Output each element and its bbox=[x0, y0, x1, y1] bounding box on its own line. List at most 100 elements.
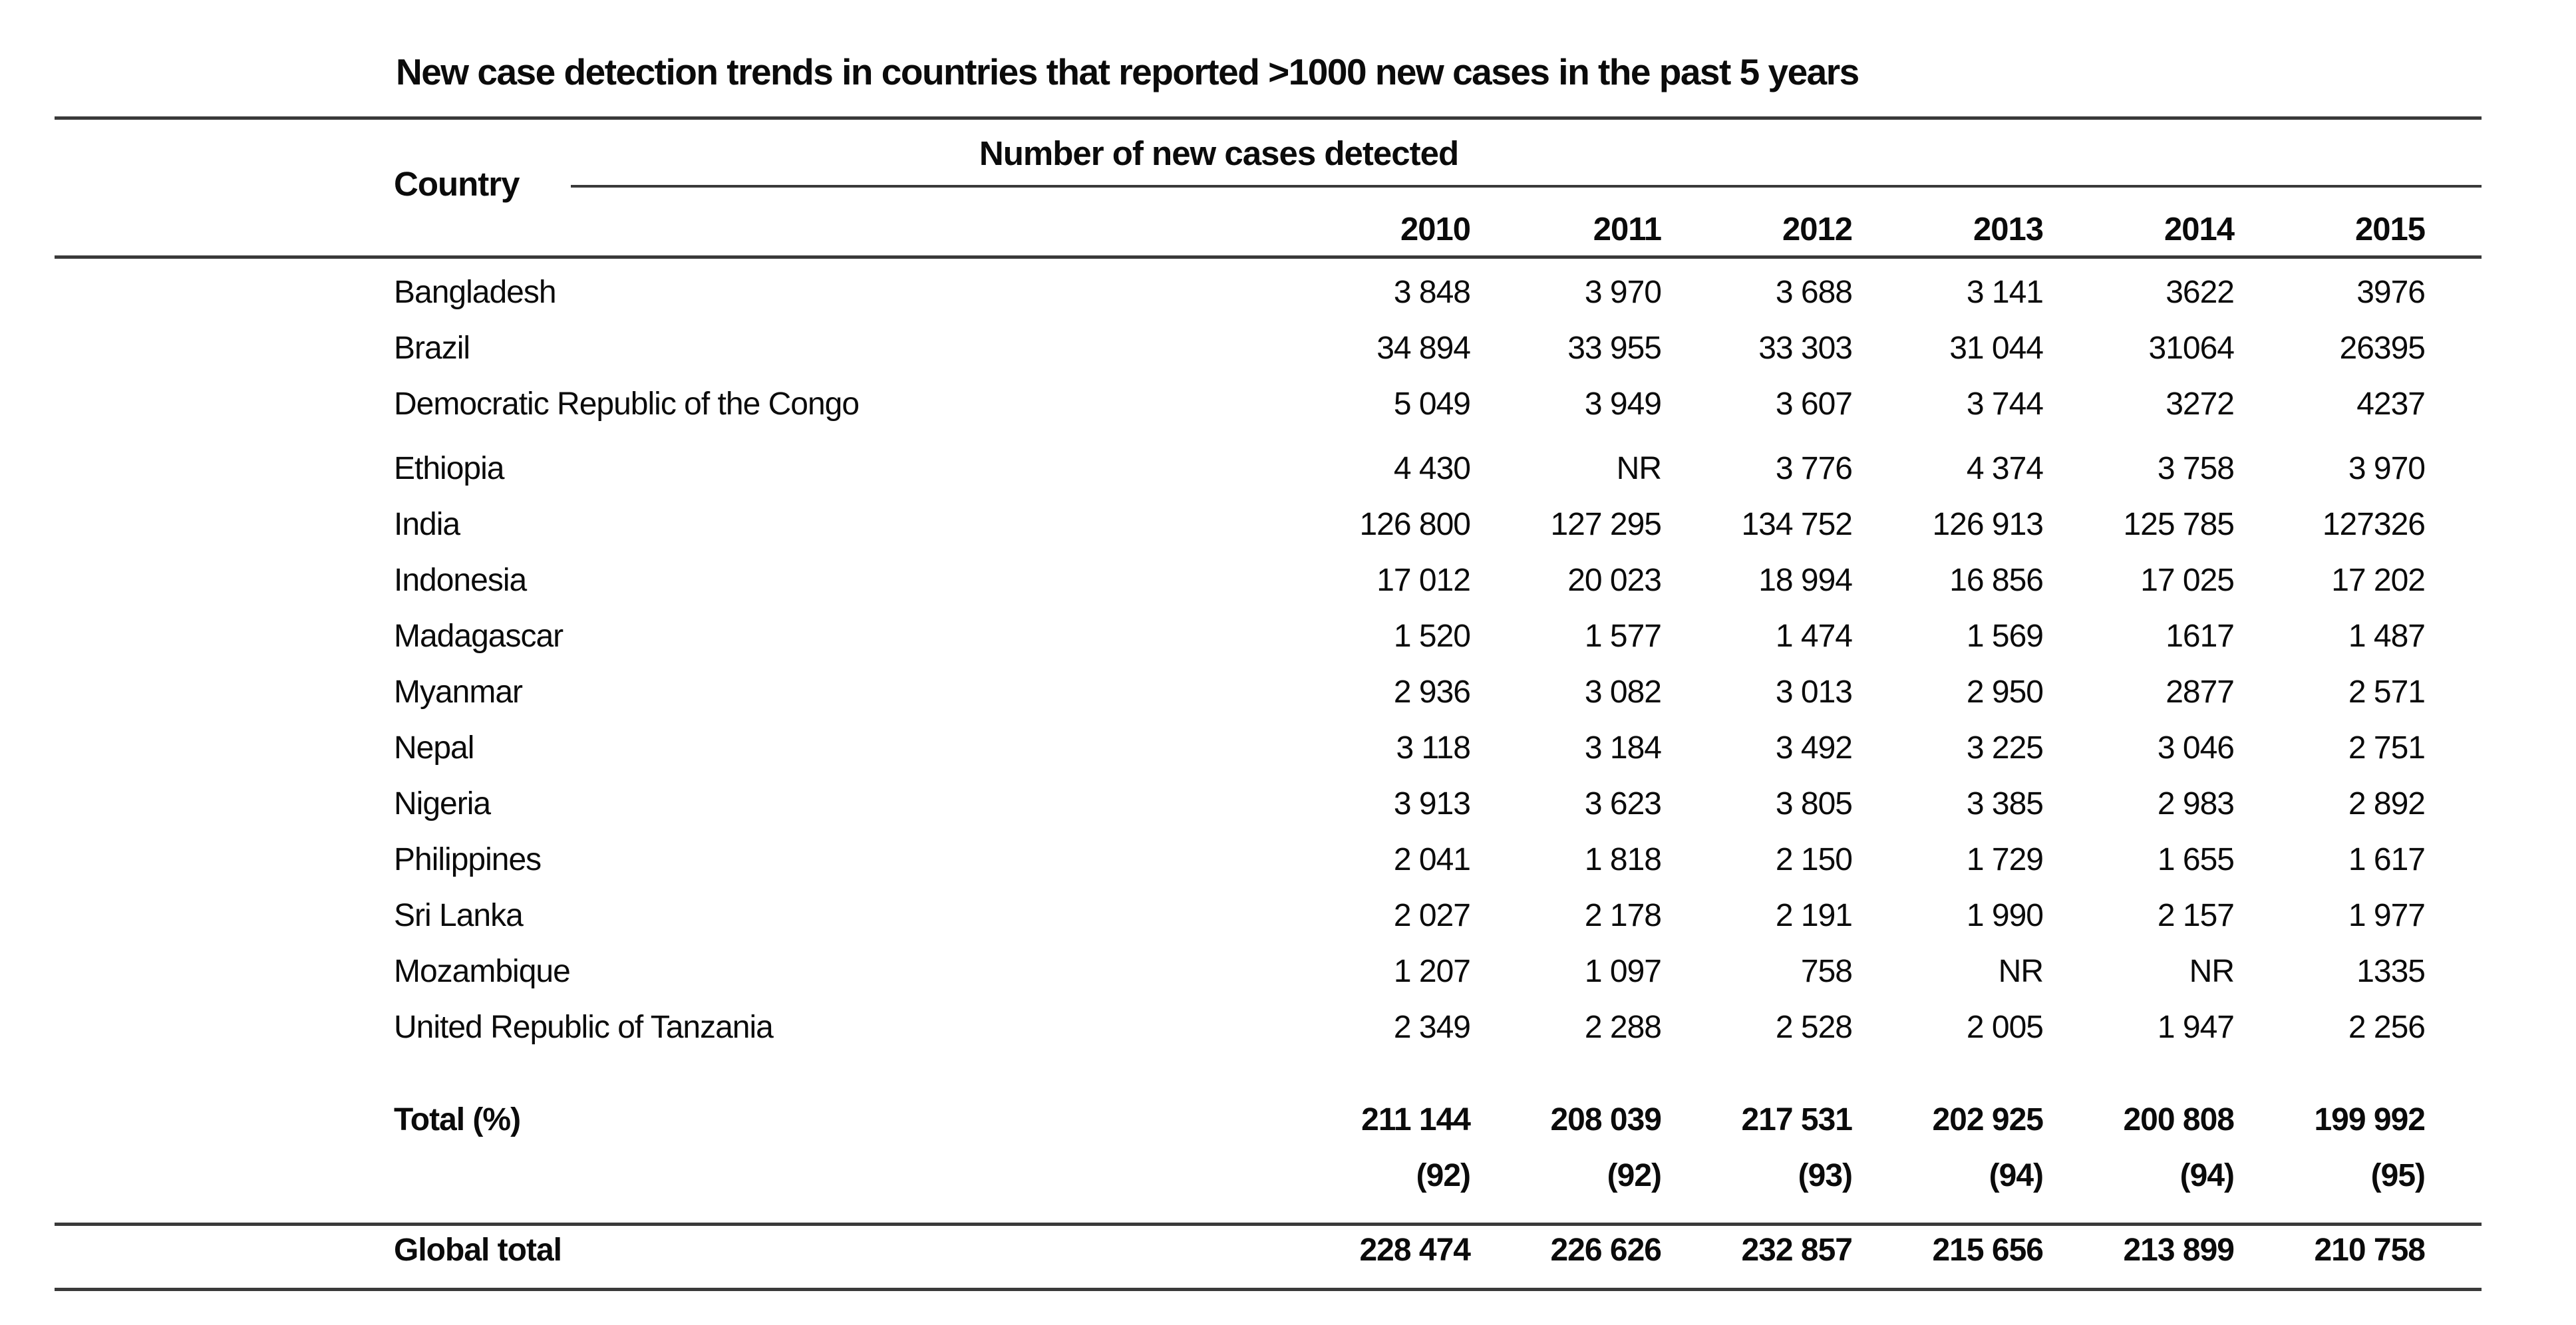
year-header-cell: 2012 bbox=[1782, 212, 1853, 247]
table-row: Brazil 34 894 33 955 33 303 31 044 31064 26395 bbox=[55, 321, 2482, 376]
country-cell: Bangladesh bbox=[394, 275, 557, 310]
table-row: Nigeria 3 913 3 623 3 805 3 385 2 983 2 892 bbox=[55, 776, 2482, 832]
value-cell: 127326 bbox=[2322, 507, 2426, 542]
value-cell: 2 528 bbox=[1775, 1010, 1853, 1045]
value-cell: 17 025 bbox=[2140, 563, 2235, 598]
row-spacer bbox=[55, 1204, 2482, 1223]
year-header-cell: 2013 bbox=[1973, 212, 2044, 247]
value-cell: 3 744 bbox=[1966, 386, 2044, 422]
value-cell: 3976 bbox=[2356, 275, 2426, 310]
value-cell: 2 150 bbox=[1775, 842, 1853, 877]
year-header-cell: 2014 bbox=[2164, 212, 2235, 247]
country-cell: Indonesia bbox=[394, 563, 527, 598]
table-row: Myanmar 2 936 3 082 3 013 2 950 2877 2 571 bbox=[55, 664, 2482, 720]
value-cell: 3 141 bbox=[1966, 275, 2044, 310]
value-cell: 3 949 bbox=[1584, 386, 1662, 422]
value-cell: 217 531 bbox=[1741, 1102, 1853, 1137]
value-cell: 1 474 bbox=[1775, 619, 1853, 654]
value-cell: 3 082 bbox=[1584, 674, 1662, 710]
value-cell: 2 288 bbox=[1584, 1010, 1662, 1045]
value-cell: 2 005 bbox=[1966, 1010, 2044, 1045]
country-cell: Mozambique bbox=[394, 954, 571, 989]
value-cell: 3272 bbox=[2166, 386, 2235, 422]
value-cell: 210 758 bbox=[2314, 1233, 2426, 1268]
value-cell: 3 970 bbox=[1584, 275, 1662, 310]
value-cell: 1 818 bbox=[1584, 842, 1662, 877]
column-group-header: Number of new cases detected bbox=[979, 134, 1459, 172]
table-row: Mozambique 1 207 1 097 758 NR NR 1335 bbox=[55, 944, 2482, 1000]
year-header-cell: 2010 bbox=[1400, 212, 1471, 247]
value-cell: (95) bbox=[2370, 1158, 2426, 1193]
table-row: Madagascar 1 520 1 577 1 474 1 569 1617 1 487 bbox=[55, 609, 2482, 664]
value-cell: 1 577 bbox=[1584, 619, 1662, 654]
value-cell: 3 688 bbox=[1775, 275, 1853, 310]
value-cell: 125 785 bbox=[2123, 507, 2235, 542]
country-column-header: Country bbox=[394, 165, 520, 203]
value-cell: 2 157 bbox=[2157, 898, 2235, 933]
row-spacer bbox=[55, 432, 2482, 441]
table-row: Bangladesh 3 848 3 970 3 688 3 141 3622 3976 bbox=[55, 265, 2482, 321]
value-cell: 4 430 bbox=[1393, 451, 1471, 486]
value-cell: 2 571 bbox=[2348, 674, 2426, 710]
value-cell: 31064 bbox=[2148, 331, 2235, 366]
value-cell: 17 202 bbox=[2331, 563, 2426, 598]
value-cell: 3 758 bbox=[2157, 451, 2235, 486]
value-cell: 1 617 bbox=[2348, 842, 2426, 877]
value-cell: (92) bbox=[1416, 1158, 1471, 1193]
value-cell: 3 913 bbox=[1393, 786, 1471, 821]
value-cell: 5 049 bbox=[1393, 386, 1471, 422]
value-cell: 2 983 bbox=[2157, 786, 2235, 821]
country-cell: Nepal bbox=[394, 730, 474, 766]
rule-under-year-headers bbox=[55, 255, 2482, 259]
value-cell: 3622 bbox=[2166, 275, 2235, 310]
country-cell: Total (%) bbox=[394, 1102, 521, 1137]
value-cell: 226 626 bbox=[1550, 1233, 1662, 1268]
value-cell: 31 044 bbox=[1949, 331, 2044, 366]
table-row: India 126 800 127 295 134 752 126 913 125 785… bbox=[55, 497, 2482, 553]
year-header-cell: 2015 bbox=[2354, 212, 2426, 247]
value-cell: 126 913 bbox=[1932, 507, 2044, 542]
value-cell: 4237 bbox=[2356, 386, 2426, 422]
value-cell: 34 894 bbox=[1376, 331, 1471, 366]
global-total-row: Global total 228 474 226 626 232 857 215 656… bbox=[55, 1223, 2482, 1278]
country-cell: Philippines bbox=[394, 842, 542, 877]
value-cell: 20 023 bbox=[1567, 563, 1662, 598]
value-cell: 2 256 bbox=[2348, 1010, 2426, 1045]
value-cell: 1 990 bbox=[1966, 898, 2044, 933]
value-cell: 3 805 bbox=[1775, 786, 1853, 821]
value-cell: 3 184 bbox=[1584, 730, 1662, 766]
value-cell: 17 012 bbox=[1376, 563, 1471, 598]
value-cell: 3 776 bbox=[1775, 451, 1853, 486]
value-cell: 1 977 bbox=[2348, 898, 2426, 933]
value-cell: 33 303 bbox=[1758, 331, 1853, 366]
value-cell: 199 992 bbox=[2314, 1102, 2426, 1137]
value-cell: 1335 bbox=[2356, 954, 2426, 989]
value-cell: (94) bbox=[2179, 1158, 2235, 1193]
value-cell: NR bbox=[1616, 451, 1662, 486]
value-cell: 228 474 bbox=[1359, 1233, 1471, 1268]
value-cell: 208 039 bbox=[1550, 1102, 1662, 1137]
row-spacer bbox=[55, 256, 2482, 265]
year-header-row: 2010 2011 2012 2013 2014 2015 bbox=[55, 202, 2482, 257]
value-cell: 1 487 bbox=[2348, 619, 2426, 654]
value-cell: 2 950 bbox=[1966, 674, 2044, 710]
table-row: Democratic Republic of the Congo 5 049 3 9… bbox=[55, 376, 2482, 432]
value-cell: 1 207 bbox=[1393, 954, 1471, 989]
row-spacer bbox=[55, 1056, 2482, 1092]
value-cell: 758 bbox=[1800, 954, 1853, 989]
year-header-spacer-cell bbox=[55, 202, 1336, 257]
table-row: Nepal 3 118 3 184 3 492 3 225 3 046 2 751 bbox=[55, 720, 2482, 776]
year-header-cell: 2011 bbox=[1593, 212, 1662, 247]
table-row: United Republic of Tanzania 2 349 2 288 2 5… bbox=[55, 1000, 2482, 1056]
value-cell: 3 623 bbox=[1584, 786, 1662, 821]
value-cell: 3 970 bbox=[2348, 451, 2426, 486]
value-cell: 3 848 bbox=[1393, 275, 1471, 310]
rule-above-global-total bbox=[55, 1223, 2482, 1226]
country-cell: Ethiopia bbox=[394, 451, 504, 486]
table-title: New case detection trends in countries t… bbox=[396, 51, 1859, 92]
value-cell: NR bbox=[1998, 954, 2044, 989]
value-cell: 202 925 bbox=[1932, 1102, 2044, 1137]
table-row: Ethiopia 4 430 NR 3 776 4 374 3 758 3 970 bbox=[55, 441, 2482, 497]
data-table: Number of new cases detected Country 201… bbox=[55, 116, 2482, 1314]
